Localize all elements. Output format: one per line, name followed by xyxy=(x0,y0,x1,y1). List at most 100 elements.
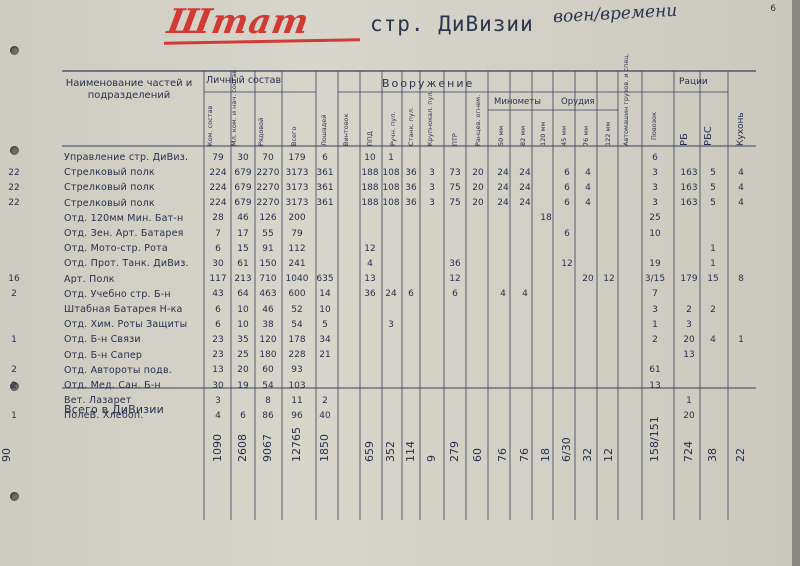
table-cell: 36 xyxy=(405,182,417,193)
table-cell: 4 xyxy=(585,167,591,178)
table-cell: 5 xyxy=(710,198,716,209)
page-number: 6 xyxy=(770,4,776,14)
header-kitchens: Кухонь xyxy=(736,112,746,146)
table-cell: 20 xyxy=(237,365,249,376)
table-cell: 86 xyxy=(262,410,274,421)
total-cell: 12 xyxy=(602,448,615,462)
row-unit-name: Отд. Прот. Танк. ДиВиз. xyxy=(64,258,189,270)
table-cell: 6 xyxy=(452,289,458,300)
total-cell: 32 xyxy=(581,448,594,462)
header-gun-45: 45 мм xyxy=(560,125,568,146)
header-armament: Вооружение xyxy=(382,77,475,90)
table-cell: 103 xyxy=(288,380,306,391)
row-unit-name: Стрелковый полк xyxy=(64,167,155,179)
table-cell: 2270 xyxy=(256,182,280,193)
header-mortar-82: 82 мм xyxy=(519,125,527,146)
binder-hole xyxy=(10,382,19,391)
total-cell: 158/151 xyxy=(648,416,661,462)
table-cell: 224 xyxy=(209,198,227,209)
table-cell: 3173 xyxy=(285,167,309,178)
table-cell: 7 xyxy=(215,228,221,239)
table-cell: 75 xyxy=(449,198,461,209)
total-cell: 76 xyxy=(518,448,531,462)
table-cell: 112 xyxy=(288,243,306,254)
table-cell: 6 xyxy=(652,152,658,163)
table-cell: 4 xyxy=(500,289,506,300)
header-rifles: Винтовок xyxy=(342,113,350,146)
table-cell: 361 xyxy=(316,182,334,193)
table-cell: 108 xyxy=(382,198,400,209)
table-cell: 24 xyxy=(519,198,531,209)
table-cell: 96 xyxy=(291,410,303,421)
table-cell: 61 xyxy=(237,258,249,269)
header-mortar-120: 120 мм xyxy=(539,121,547,146)
table-cell: 20 xyxy=(683,410,695,421)
table-cell: 24 xyxy=(497,182,509,193)
header-personnel: Личный состав xyxy=(206,75,282,86)
table-cell: 46 xyxy=(237,213,249,224)
table-cell: 3 xyxy=(388,319,394,330)
table-cell: 20 xyxy=(582,274,594,285)
header-carts: Повозок xyxy=(650,111,658,140)
table-cell: 150 xyxy=(259,258,277,269)
table-cell: 61 xyxy=(649,365,661,376)
table-cell: 24 xyxy=(519,182,531,193)
table-cell: 36 xyxy=(364,289,376,300)
table-cell: 679 xyxy=(234,182,252,193)
table-cell: 361 xyxy=(316,167,334,178)
table-cell: 179 xyxy=(288,152,306,163)
table-cell: 79 xyxy=(291,228,303,239)
header-guns: Орудия xyxy=(561,97,595,107)
total-cell: 90 xyxy=(0,448,13,462)
table-cell: 2 xyxy=(710,304,716,315)
table-cell: 93 xyxy=(291,365,303,376)
table-cell: 13 xyxy=(212,365,224,376)
row-unit-name: Управление стр. ДиВиз. xyxy=(64,152,189,163)
table-cell: 24 xyxy=(385,289,397,300)
table-cell: 75 xyxy=(449,182,461,193)
header-light-mg: Ручн. пул. xyxy=(389,111,397,146)
table-cell: 36 xyxy=(449,258,461,269)
table-cell: 108 xyxy=(382,182,400,193)
table-cell: 679 xyxy=(234,167,252,178)
table-cell: 1 xyxy=(11,410,17,421)
table-cell: 24 xyxy=(497,167,509,178)
table-cell: 10 xyxy=(319,304,331,315)
header-privates: Рядовой xyxy=(257,117,265,146)
row-unit-name: Отд. Зен. Арт. Батарея xyxy=(64,228,184,239)
table-cell: 179 xyxy=(680,274,698,285)
row-unit-name: Арт. Полк xyxy=(64,273,115,285)
table-cell: 11 xyxy=(291,395,303,406)
table-cell: 16 xyxy=(8,274,20,285)
total-cell: 279 xyxy=(448,441,461,462)
table-cell: 23 xyxy=(212,350,224,361)
table-cell: 4 xyxy=(215,410,221,421)
header-mortar-50: 50 мм xyxy=(497,125,505,146)
table-cell: 25 xyxy=(649,213,661,224)
row-unit-name: Стрелковый полк xyxy=(64,182,155,194)
table-cell: 55 xyxy=(262,228,274,239)
header-vehicles: Автомашин грузов. и спец. xyxy=(622,53,630,146)
header-radio-rb: РБ xyxy=(679,133,690,146)
table-cell: 60 xyxy=(262,365,274,376)
table-cell: 2 xyxy=(11,365,17,376)
table-cell: 28 xyxy=(212,213,224,224)
table-cell: 2 xyxy=(322,395,328,406)
header-radio-rbs: РБС xyxy=(703,126,714,146)
table-cell: 361 xyxy=(316,198,334,209)
table-cell: 3 xyxy=(686,319,692,330)
row-unit-name: Отд. Б-н Сапер xyxy=(64,349,143,361)
table-cell: 14 xyxy=(319,289,331,300)
header-radios: Рации xyxy=(679,77,708,87)
row-unit-name: Отд. 120мм Мин. Бат-н xyxy=(64,212,184,224)
table-cell: 213 xyxy=(234,274,252,285)
table-cell: 3 xyxy=(429,198,435,209)
table-cell: 43 xyxy=(212,289,224,300)
total-cell: 76 xyxy=(496,448,509,462)
table-cell: 679 xyxy=(234,198,252,209)
table-cell: 38 xyxy=(262,319,274,330)
table-cell: 1 xyxy=(738,334,744,345)
table-cell: 22 xyxy=(8,198,20,209)
table-cell: 10 xyxy=(364,152,376,163)
